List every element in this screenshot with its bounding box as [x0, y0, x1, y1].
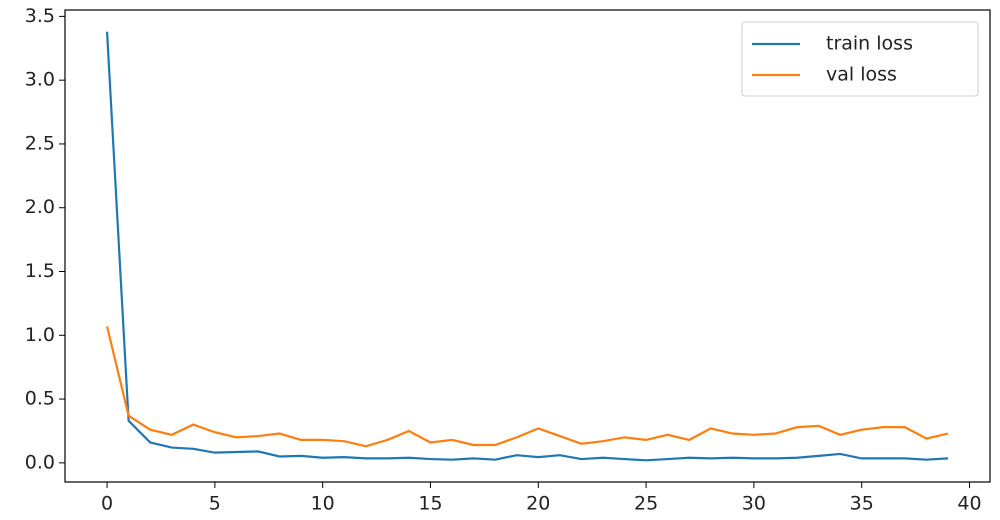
legend-box: [741, 21, 979, 97]
y-tick-label: 1.5: [25, 260, 55, 282]
x-tick-label: 20: [526, 493, 550, 515]
x-tick-label: 15: [418, 493, 442, 515]
y-tick-label: 0.0: [25, 451, 55, 473]
x-tick-label: 35: [850, 493, 874, 515]
x-tick-label: 25: [634, 493, 658, 515]
line-series: [105, 326, 949, 448]
plot-frame: [64, 9, 991, 483]
y-tick-label: 2.5: [25, 132, 55, 154]
y-tick-label: 1.0: [25, 324, 55, 346]
y-tick-label: 3.5: [25, 5, 55, 27]
y-tick-label: 0.5: [25, 388, 55, 410]
x-tick-label: 0: [101, 493, 113, 515]
line-series: [105, 31, 949, 462]
y-tick-label: 2.0: [25, 196, 55, 218]
x-tick-label: 30: [742, 493, 766, 515]
x-tick-label: 5: [209, 493, 221, 515]
legend-label: val loss: [826, 64, 897, 86]
y-tick-label: 3.0: [25, 69, 55, 91]
legend-label: train loss: [826, 33, 913, 55]
x-tick-label: 10: [311, 493, 335, 515]
x-tick-label: 40: [957, 493, 981, 515]
